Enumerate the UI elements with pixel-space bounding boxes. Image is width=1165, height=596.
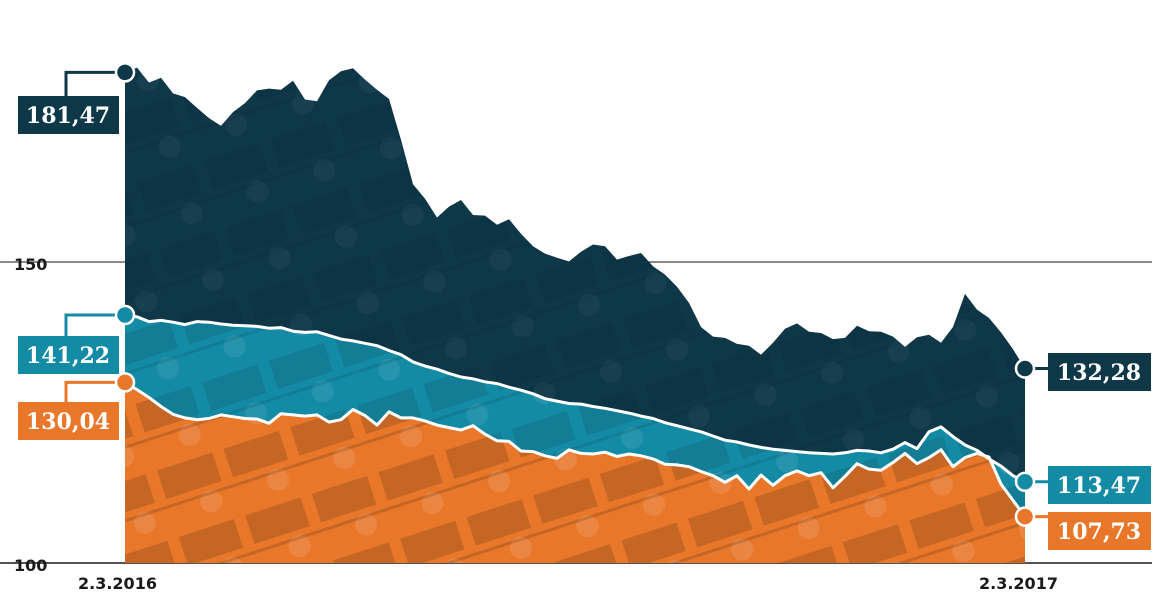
end-value-box-orange [1048, 512, 1151, 550]
start-value-box-orange [18, 402, 119, 440]
start-leader-orange [64, 380, 125, 402]
start-leader-teal [64, 313, 125, 336]
end-value-label-orange: 107,73 [1057, 519, 1141, 545]
start-marker-orange [114, 372, 136, 393]
y-tick-label-100: 100 [14, 556, 47, 575]
end-marker-orange [1014, 506, 1036, 527]
value-callouts: 181,47 132,28 141,22 113,47 130,04 107,73 [18, 62, 1151, 550]
start-value-label-dark: 181,47 [26, 103, 110, 129]
y-axis-ticks: 150 100 [14, 255, 47, 575]
start-marker-teal [114, 304, 136, 326]
end-value-label-dark: 132,28 [1057, 360, 1141, 386]
end-value-label-teal: 113,47 [1057, 473, 1141, 499]
series-line-teal [124, 313, 1026, 484]
x-axis-labels: 2.3.2016 2.3.2017 [78, 574, 1058, 593]
banknote-texture [125, 67, 1025, 563]
series-lines [124, 313, 1027, 518]
end-value-box-dark [1048, 353, 1151, 391]
start-marker-dark [114, 62, 136, 83]
start-value-label-orange: 130,04 [26, 409, 110, 435]
series-line-orange [124, 381, 1027, 518]
start-value-box-dark [18, 96, 119, 134]
start-leader-dark [64, 70, 125, 96]
start-value-label-teal: 141,22 [26, 343, 110, 369]
x-tick-label-start: 2.3.2016 [78, 574, 157, 593]
y-tick-label-150: 150 [14, 255, 47, 274]
x-tick-label-end: 2.3.2017 [979, 574, 1058, 593]
start-value-box-teal [18, 336, 119, 374]
end-marker-teal [1014, 471, 1036, 492]
end-value-box-teal [1048, 466, 1151, 504]
series-texture-orange [125, 382, 1025, 563]
end-marker-dark [1014, 358, 1036, 379]
